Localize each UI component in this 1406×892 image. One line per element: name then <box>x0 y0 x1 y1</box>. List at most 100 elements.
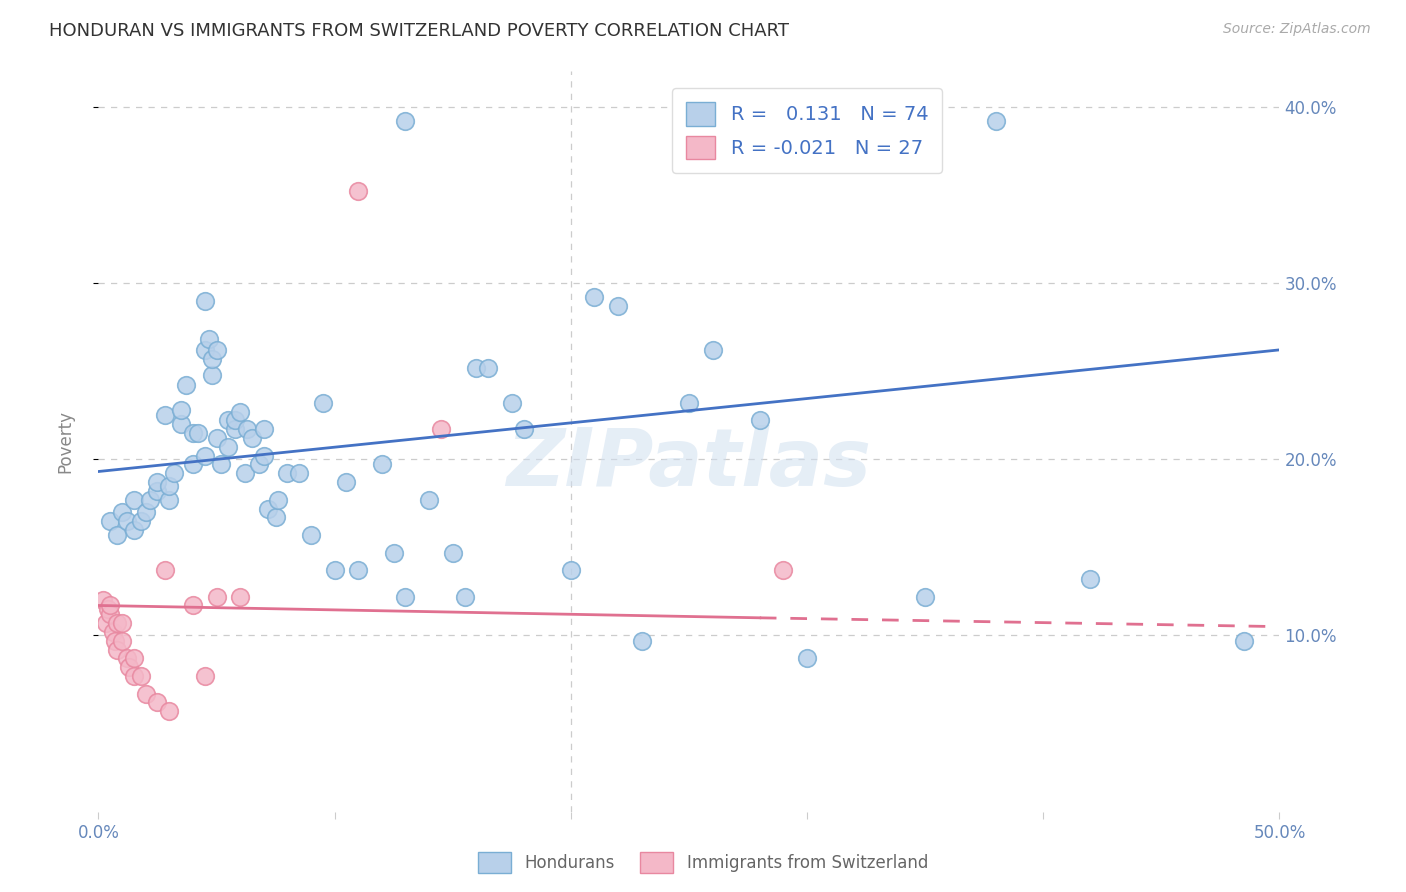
Legend: R =   0.131   N = 74, R = -0.021   N = 27: R = 0.131 N = 74, R = -0.021 N = 27 <box>672 88 942 173</box>
Point <box>229 404 252 418</box>
Point <box>288 467 311 481</box>
Text: HONDURAN VS IMMIGRANTS FROM SWITZERLAND POVERTY CORRELATION CHART: HONDURAN VS IMMIGRANTS FROM SWITZERLAND … <box>49 22 789 40</box>
Point <box>607 299 630 313</box>
Point <box>139 492 162 507</box>
Point <box>94 616 117 631</box>
Point <box>560 563 582 577</box>
Point <box>217 440 239 454</box>
Point <box>187 425 209 440</box>
Point <box>209 458 232 472</box>
Point <box>240 431 263 445</box>
Point <box>323 563 346 577</box>
Point <box>382 546 405 560</box>
Point <box>1080 572 1102 586</box>
Point <box>371 458 394 472</box>
Point <box>97 602 120 616</box>
Point <box>984 113 1007 128</box>
Point <box>205 343 228 357</box>
Point <box>194 293 217 308</box>
Point <box>257 501 280 516</box>
Point <box>418 492 440 507</box>
Point <box>224 413 246 427</box>
Point <box>335 475 357 489</box>
Point <box>678 396 700 410</box>
Point <box>229 590 252 604</box>
Point <box>477 360 499 375</box>
Point <box>772 563 794 577</box>
Point <box>129 514 152 528</box>
Point <box>118 660 141 674</box>
Point <box>181 458 204 472</box>
Point <box>267 492 290 507</box>
Point <box>347 563 370 577</box>
Point <box>104 633 127 648</box>
Point <box>394 113 416 128</box>
Legend: Hondurans, Immigrants from Switzerland: Hondurans, Immigrants from Switzerland <box>471 846 935 880</box>
Point <box>105 528 128 542</box>
Point <box>153 563 176 577</box>
Point <box>157 478 180 492</box>
Point <box>170 417 193 431</box>
Point <box>122 669 145 683</box>
Point <box>253 422 276 436</box>
Point <box>105 616 128 631</box>
Point <box>583 290 606 304</box>
Point <box>98 599 121 613</box>
Point <box>198 332 221 346</box>
Point <box>233 467 256 481</box>
Point <box>201 368 224 382</box>
Point <box>299 528 322 542</box>
Point <box>157 704 180 718</box>
Point <box>174 378 197 392</box>
Text: ZIPatlas: ZIPatlas <box>506 425 872 503</box>
Point <box>135 505 157 519</box>
Point <box>157 492 180 507</box>
Point <box>247 458 270 472</box>
Point <box>91 593 114 607</box>
Point <box>146 475 169 489</box>
Point <box>264 510 287 524</box>
Text: Source: ZipAtlas.com: Source: ZipAtlas.com <box>1223 22 1371 37</box>
Point <box>914 590 936 604</box>
Point <box>312 396 335 410</box>
Point <box>115 651 138 665</box>
Point <box>253 449 276 463</box>
Y-axis label: Poverty: Poverty <box>56 410 75 473</box>
Point <box>194 343 217 357</box>
Point <box>347 184 370 198</box>
Point <box>1233 633 1256 648</box>
Point <box>194 449 217 463</box>
Point <box>181 599 204 613</box>
Point <box>111 505 134 519</box>
Point <box>146 483 169 498</box>
Point <box>465 360 488 375</box>
Point <box>702 343 724 357</box>
Point <box>796 651 818 665</box>
Point <box>441 546 464 560</box>
Point <box>98 514 121 528</box>
Point <box>111 633 134 648</box>
Point <box>115 514 138 528</box>
Point <box>236 422 259 436</box>
Point <box>217 413 239 427</box>
Point <box>394 590 416 604</box>
Point <box>453 590 475 604</box>
Point <box>122 523 145 537</box>
Point <box>630 633 652 648</box>
Point <box>748 413 770 427</box>
Point <box>181 425 204 440</box>
Point <box>201 351 224 366</box>
Point <box>135 687 157 701</box>
Point <box>122 651 145 665</box>
Point <box>194 669 217 683</box>
Point <box>205 431 228 445</box>
Point <box>105 642 128 657</box>
Point <box>129 669 152 683</box>
Point <box>170 402 193 417</box>
Point <box>205 590 228 604</box>
Point <box>98 607 121 622</box>
Point <box>163 467 186 481</box>
Point <box>146 695 169 709</box>
Point <box>501 396 523 410</box>
Point <box>101 624 124 639</box>
